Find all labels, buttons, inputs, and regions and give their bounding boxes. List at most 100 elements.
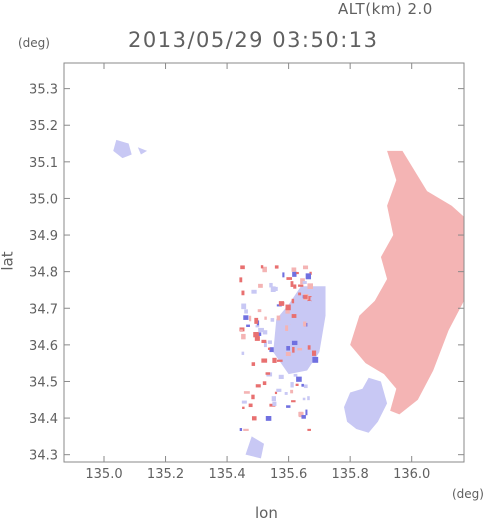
echo-speckle <box>239 277 243 283</box>
echo-speckle <box>303 321 307 327</box>
echo-speckle <box>251 394 255 400</box>
echo-speckle <box>300 278 305 285</box>
echo-speckle <box>286 405 291 408</box>
echo-speckle <box>307 300 312 307</box>
echo-speckle <box>242 406 245 409</box>
echo-speckle <box>276 315 281 321</box>
y-tick-label: 35.2 <box>29 119 58 134</box>
echo-speckle <box>297 347 303 351</box>
echo-speckle <box>301 415 306 419</box>
echo-speckle <box>269 282 273 288</box>
altitude-label: ALT(km) 2.0 <box>338 0 433 18</box>
echo-speckle <box>290 281 294 287</box>
x-tick-label: 135.8 <box>332 467 369 482</box>
echo-speckle <box>285 304 291 311</box>
echo-speckle <box>286 277 293 280</box>
echo-speckle <box>285 307 290 314</box>
echo-speckle <box>248 403 253 408</box>
echo-speckle <box>285 351 291 357</box>
echo-speckle <box>269 347 274 353</box>
echo-speckle <box>305 273 312 280</box>
echo-speckle <box>244 309 248 314</box>
echo-speckle <box>267 347 271 350</box>
echo-speckle <box>276 388 282 392</box>
echo-speckle <box>246 324 250 327</box>
echo-speckle <box>263 341 267 348</box>
y-tick-label: 34.6 <box>29 339 58 354</box>
echo-speckle <box>307 345 311 350</box>
echo-speckle <box>255 384 261 388</box>
y-tick-label: 34.5 <box>29 375 58 390</box>
x-tick-label: 136.0 <box>393 467 430 482</box>
echo-speckle <box>307 428 311 431</box>
y-tick-label: 35.0 <box>29 192 58 207</box>
echo-speckle <box>310 335 314 339</box>
echo-negative-region <box>113 139 132 159</box>
echo-speckle <box>241 400 247 404</box>
echo-speckle <box>271 396 276 402</box>
echo-speckle <box>298 411 303 418</box>
y-tick-label: 35.1 <box>29 156 58 171</box>
echo-speckle <box>293 373 298 377</box>
x-tick-label: 135.2 <box>147 467 184 482</box>
y-tick-label: 34.8 <box>29 266 58 281</box>
echo-speckle <box>251 362 256 366</box>
echo-speckle <box>292 271 297 277</box>
echo-speckle <box>288 324 295 331</box>
timestamp-title: 2013/05/29 03:50:13 <box>128 28 379 52</box>
echo-speckle <box>302 265 309 270</box>
echo-speckle <box>293 284 297 289</box>
echo-speckle <box>310 311 316 315</box>
echo-speckle <box>239 428 243 431</box>
echo-speckle <box>254 336 260 341</box>
echo-speckle <box>258 327 264 333</box>
echo-speckle <box>262 266 267 273</box>
echo-speckle <box>285 325 289 331</box>
echo-speckle <box>261 358 268 363</box>
echo-speckle <box>291 267 297 272</box>
echo-speckle <box>308 285 312 289</box>
echo-speckle <box>241 333 246 340</box>
echo-speckle <box>284 392 288 395</box>
echo-speckle <box>241 351 245 355</box>
echo-speckle <box>243 391 250 394</box>
x-tick-label: 135.4 <box>208 467 245 482</box>
echo-speckle <box>270 318 275 322</box>
echo-speckle <box>251 289 257 294</box>
echo-speckle <box>309 271 312 275</box>
echo-negative-region <box>137 147 148 155</box>
echo-speckle <box>302 397 306 401</box>
echo-speckle <box>303 295 308 299</box>
x-tick-label: 135.6 <box>270 467 307 482</box>
echo-speckle <box>257 332 262 336</box>
echo-speckle <box>277 327 283 331</box>
echo-speckle <box>311 350 317 356</box>
echo-speckle <box>296 271 299 275</box>
echo-speckle <box>254 317 259 324</box>
echo-speckle <box>253 332 259 338</box>
echo-speckle <box>310 297 315 301</box>
echo-speckle <box>291 340 298 346</box>
echo-speckle <box>243 315 249 320</box>
echo-speckle <box>291 308 294 311</box>
echo-speckle <box>262 330 268 335</box>
y-tick-label: 34.9 <box>29 229 58 244</box>
echo-positive-region <box>350 150 464 415</box>
echo-speckle <box>265 416 272 421</box>
echo-speckle <box>260 265 264 269</box>
echo-speckle <box>308 334 312 338</box>
echo-speckle <box>307 296 312 302</box>
echo-speckle <box>270 286 276 292</box>
echo-speckle <box>241 303 247 310</box>
x-axis-unit: (deg) <box>452 487 484 501</box>
echo-speckle <box>267 340 272 344</box>
echo-speckle <box>290 382 294 388</box>
echo-speckle <box>312 356 319 363</box>
echo-speckle <box>251 416 257 421</box>
x-axis-label: lon <box>255 504 278 522</box>
echo-speckle <box>291 400 296 403</box>
echo-speckle <box>296 376 302 382</box>
echo-speckle <box>257 309 262 313</box>
echo-speckle <box>291 298 295 304</box>
